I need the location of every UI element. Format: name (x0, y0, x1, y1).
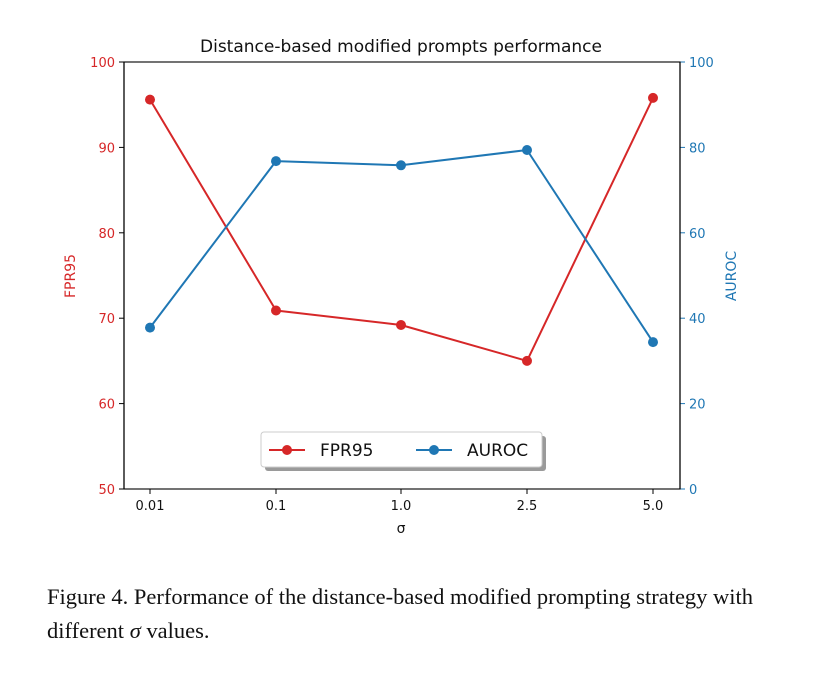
dual-axis-line-chart: Distance-based modified prompts performa… (63, 37, 740, 537)
plot-frame (123, 61, 681, 490)
y-left-axis-label: FPR95 (63, 254, 79, 298)
caption-text-end: values. (140, 618, 210, 643)
left-tick-label: 80 (98, 227, 115, 242)
legend-marker-auroc (429, 445, 439, 455)
right-tick-label: 40 (689, 312, 706, 327)
data-point-auroc (648, 337, 658, 348)
right-tick-label: 60 (689, 227, 706, 242)
x-axis-ticks: 0.01 0.1 1.0 2.5 5.0 (136, 489, 664, 514)
left-tick-label: 50 (98, 483, 115, 498)
legend-label-fpr95: FPR95 (320, 441, 373, 461)
data-point-fpr95 (145, 94, 155, 105)
x-tick-label: 0.01 (136, 499, 165, 514)
series-lines (145, 92, 658, 366)
left-tick-label: 90 (98, 141, 115, 156)
chart-title: Distance-based modified prompts performa… (200, 37, 602, 57)
right-tick-label: 0 (689, 483, 697, 498)
x-tick-label: 2.5 (517, 499, 538, 514)
data-point-auroc (522, 145, 532, 155)
right-tick-label: 20 (689, 398, 706, 413)
caption-text: Figure 4. Performance of the distance-ba… (47, 584, 754, 643)
caption-sigma-symbol: σ (129, 618, 141, 643)
x-tick-label: 5.0 (643, 499, 664, 514)
legend-label-auroc: AUROC (467, 441, 528, 461)
x-tick-label: 0.1 (266, 499, 287, 514)
data-point-auroc (396, 160, 406, 171)
data-point-fpr95 (396, 320, 406, 330)
right-axis-ticks: 0 20 40 60 80 100 (680, 56, 714, 498)
data-point-fpr95 (271, 305, 281, 316)
left-tick-label: 70 (98, 312, 115, 327)
left-tick-label: 100 (90, 56, 115, 71)
right-tick-label: 100 (689, 56, 714, 71)
figure-caption: Figure 4. Performance of the distance-ba… (47, 580, 787, 648)
left-tick-label: 60 (98, 398, 115, 413)
data-point-fpr95 (648, 92, 658, 103)
legend: FPR95 AUROC (260, 431, 546, 471)
data-point-auroc (145, 322, 155, 333)
left-axis-ticks: 50 60 70 80 90 100 (90, 56, 124, 498)
legend-marker-fpr95 (282, 445, 292, 455)
data-point-fpr95 (522, 355, 532, 366)
series-line-auroc (149, 149, 654, 343)
legend-box (260, 431, 543, 468)
right-tick-label: 80 (689, 141, 706, 156)
x-axis-label: σ (397, 521, 406, 537)
x-tick-label: 1.0 (391, 499, 412, 514)
y-right-axis-label: AUROC (724, 251, 740, 302)
data-point-auroc (271, 156, 281, 167)
